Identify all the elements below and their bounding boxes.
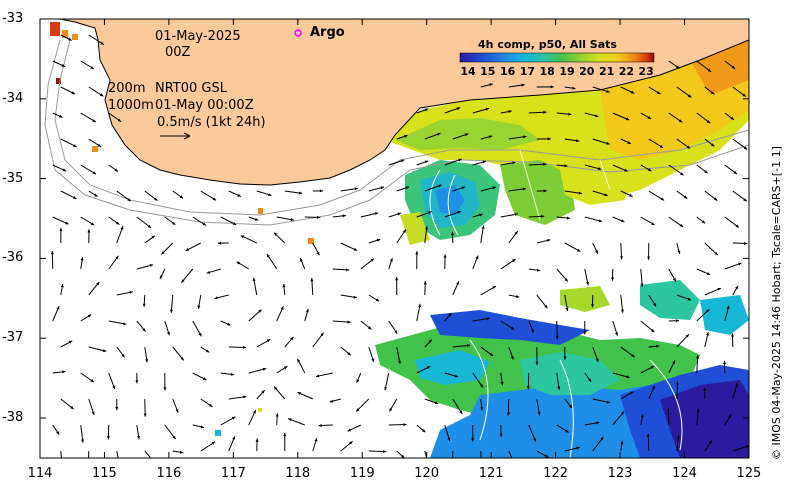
x-tick-label: 115	[92, 466, 117, 481]
x-tick-label: 123	[607, 466, 633, 481]
argo-marker-icon	[294, 29, 302, 37]
x-tick-label: 120	[414, 466, 440, 481]
colorbar-tick-label: 15	[480, 65, 496, 78]
y-tick-label: -37	[2, 330, 24, 346]
x-tick-label: 117	[220, 466, 246, 481]
x-tick-label: 122	[543, 466, 568, 481]
colorbar-tick-label: 19	[559, 65, 575, 78]
x-tick-label: 114	[27, 466, 53, 481]
current-arrows	[50, 34, 749, 458]
axis-ticks	[39, 18, 750, 458]
colorbar-title: 4h comp, p50, All Sats	[478, 38, 617, 51]
y-tick-label: -34	[2, 90, 24, 106]
time-label: 00Z	[165, 45, 191, 60]
colorbar-tick-label: 23	[638, 65, 654, 78]
argo-label: Argo	[310, 25, 345, 40]
credit-text: © IMOS 04-May-2025 14:46 Hobart; Tscale=…	[770, 146, 783, 460]
colorbar-tick-label: 21	[598, 65, 615, 78]
scale-label: 0.5m/s (1kt 24h)	[157, 115, 266, 130]
colorbar-tick-label: 20	[579, 65, 595, 78]
colorbar-tick-label: 14	[460, 65, 476, 78]
y-tick-label: -35	[2, 170, 24, 186]
contour-200m	[54, 39, 749, 216]
colorbar-tick-label: 17	[519, 65, 536, 78]
y-tick-label: -33	[2, 11, 24, 26]
colorbar-tick-label: 18	[539, 65, 555, 78]
x-tick-label: 124	[672, 466, 697, 481]
contour-1000m	[44, 39, 749, 226]
contour-1000-text: 01-May 00:00Z	[155, 98, 254, 113]
y-tick-label: -36	[2, 250, 24, 266]
contour-1000-depth: 1000m	[108, 98, 154, 113]
sst-patches	[50, 22, 749, 458]
x-tick-label: 119	[349, 466, 375, 481]
x-tick-label: 116	[156, 466, 182, 481]
x-tick-label: 121	[478, 466, 504, 481]
colorbar	[459, 52, 655, 63]
x-tick-label: 125	[736, 466, 762, 481]
date-label: 01-May-2025	[155, 29, 241, 44]
colorbar-tick-label: 22	[618, 65, 635, 78]
x-tick-label: 118	[285, 466, 311, 481]
contour-200-text: NRT00 GSL	[155, 81, 227, 96]
y-tick-label: -38	[2, 410, 24, 425]
plot-frame	[39, 18, 750, 459]
contour-200-depth: 200m	[108, 81, 146, 96]
colorbar-tick-label: 16	[499, 65, 516, 78]
